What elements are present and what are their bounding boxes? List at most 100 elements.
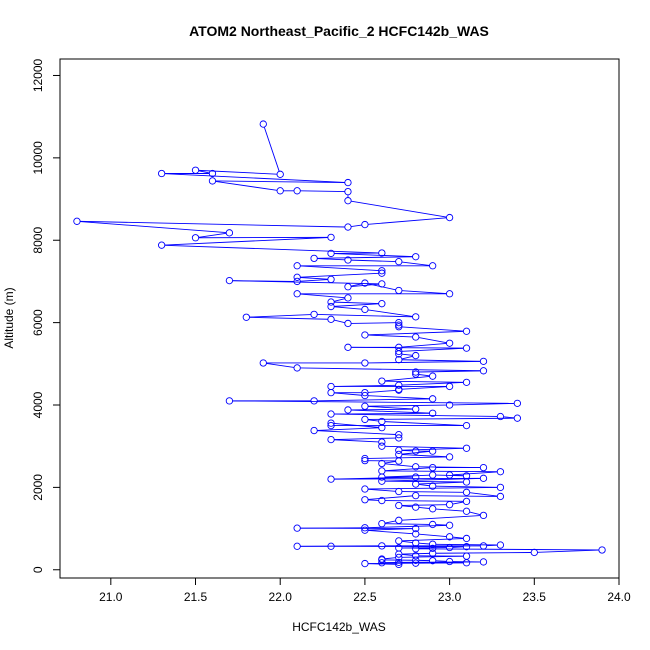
series-line-segment <box>435 543 498 546</box>
data-point <box>378 300 386 308</box>
data-point <box>361 454 369 463</box>
data-point <box>395 318 403 327</box>
data-point <box>496 492 505 501</box>
series-line-segment <box>401 326 464 332</box>
data-point <box>361 279 369 287</box>
data-point <box>395 434 403 442</box>
data-point <box>445 382 454 391</box>
x-tick-label: 23.5 <box>523 590 547 604</box>
data-point <box>395 286 403 295</box>
data-point <box>462 478 471 486</box>
data-point <box>496 541 505 549</box>
data-point <box>462 421 471 430</box>
series-line-segment <box>368 530 413 535</box>
data-point <box>378 496 386 505</box>
series-line-segment <box>232 280 379 285</box>
series-line-segment <box>351 283 379 287</box>
data-point <box>462 488 471 496</box>
data-point <box>378 467 386 475</box>
series-line-segment <box>266 363 295 368</box>
series-line-segment <box>452 402 515 406</box>
series-line-segment <box>385 470 498 473</box>
series-line-segment <box>351 346 464 349</box>
data-point <box>378 559 386 567</box>
data-point <box>378 249 386 257</box>
data-point <box>395 450 403 459</box>
data-point <box>429 520 437 529</box>
series-line-segment <box>401 450 413 452</box>
series-line-segment <box>300 272 379 278</box>
series-line-segment <box>418 507 430 509</box>
data-point <box>479 542 488 550</box>
series-line-segment <box>334 303 379 307</box>
data-point <box>530 548 538 557</box>
series-line-segment <box>401 355 413 360</box>
data-point <box>378 438 386 446</box>
data-point <box>412 447 420 455</box>
series-line-segment <box>317 427 379 431</box>
data-point <box>429 557 437 565</box>
series-line-segment <box>401 515 481 521</box>
y-tick-label: 2000 <box>31 474 45 501</box>
series-line-segment <box>418 495 498 497</box>
series-line-segment <box>452 536 464 539</box>
series-line-segment <box>334 477 481 480</box>
data-point <box>479 357 488 365</box>
data-point <box>395 487 403 496</box>
data-point <box>327 275 335 284</box>
series-line-segment <box>401 504 447 506</box>
series-line-segment <box>401 553 413 556</box>
data-point <box>462 534 471 543</box>
data-point <box>462 497 471 506</box>
series-line-segment <box>334 306 362 310</box>
data-point <box>378 280 386 288</box>
data-point <box>429 372 437 380</box>
data-point <box>293 277 301 286</box>
series-line-segment <box>351 259 396 263</box>
data-point <box>462 344 471 352</box>
plot-frame <box>59 58 620 579</box>
data-point <box>327 475 335 483</box>
data-point <box>445 213 454 222</box>
series-line-segment <box>401 538 464 542</box>
data-point <box>412 253 420 261</box>
data-point <box>395 323 403 331</box>
data-point <box>412 556 420 564</box>
data-point <box>598 546 606 554</box>
data-point <box>293 262 301 270</box>
data-point <box>378 542 386 550</box>
series-line-segment <box>385 467 430 472</box>
data-point <box>327 315 335 323</box>
data-point <box>327 302 335 311</box>
series-line-segment <box>368 360 481 364</box>
data-point <box>395 431 403 439</box>
series-line-segment <box>164 244 379 254</box>
data-point <box>361 496 369 504</box>
data-point <box>293 187 301 195</box>
series-line-segment <box>435 508 464 512</box>
data-point <box>327 421 335 430</box>
series-line-segment <box>385 477 481 482</box>
data-point <box>496 412 505 421</box>
data-point <box>310 310 318 319</box>
series-line-segment <box>351 200 447 218</box>
series-line-segment <box>334 253 413 258</box>
series-line-segment <box>368 217 447 225</box>
data-point <box>378 556 386 564</box>
data-point <box>310 254 318 263</box>
data-point <box>412 480 420 488</box>
data-point <box>395 457 403 465</box>
series-line-segment <box>368 456 447 459</box>
series-line-segment <box>435 560 447 562</box>
data-point <box>361 415 369 424</box>
x-tick-label: 24.0 <box>607 590 631 604</box>
data-point <box>378 424 386 432</box>
data-point <box>293 364 301 372</box>
data-point <box>327 410 335 418</box>
series-line-segment <box>300 265 379 271</box>
data-point <box>462 327 471 335</box>
data-point <box>429 447 437 455</box>
series-line-segment <box>164 237 328 246</box>
series-line-segment <box>418 337 447 344</box>
data-point <box>462 507 471 515</box>
